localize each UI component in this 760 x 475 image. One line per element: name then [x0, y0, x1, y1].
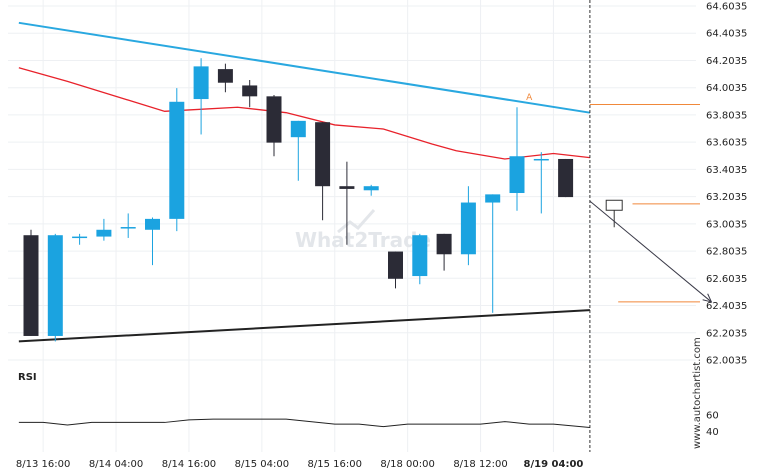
candle — [242, 79, 258, 108]
x-tick-label: 8/14 16:00 — [162, 459, 216, 470]
rsi-line — [18, 418, 590, 428]
candle-body — [436, 233, 452, 255]
y-tick-label: 64.2035 — [706, 56, 747, 67]
candle-body — [533, 158, 549, 161]
candle-body — [72, 236, 88, 239]
candle — [485, 194, 501, 313]
candle — [120, 213, 136, 238]
candle-body — [193, 66, 209, 100]
candle — [363, 184, 379, 196]
candle-body — [558, 158, 574, 198]
candle-body — [217, 69, 233, 83]
y-tick-label: 64.4035 — [706, 29, 747, 40]
candle-body — [23, 235, 39, 336]
projection-arrow-head — [702, 293, 713, 303]
y-tick-label: 63.8035 — [706, 110, 747, 121]
candle — [388, 251, 403, 289]
x-tick-label: 8/19 04:00 — [524, 459, 584, 470]
rsi-tick-label: 60 — [706, 410, 719, 421]
candle-body — [266, 96, 282, 143]
y-tick-label: 63.0035 — [706, 219, 747, 230]
y-tick-label: 62.2035 — [706, 328, 747, 339]
y-axis: 64.6035 64.4035 64.2035 64.0035 63.8035 63.60… — [706, 2, 747, 367]
candle — [23, 229, 39, 336]
candle — [72, 233, 88, 245]
candle — [145, 217, 160, 266]
candle-body — [412, 235, 428, 277]
y-tick-label: 62.8035 — [706, 247, 747, 258]
candle — [266, 94, 282, 157]
y-tick-label: 64.0035 — [706, 83, 747, 94]
candle — [47, 233, 63, 342]
moving-average-line — [18, 67, 590, 160]
projection-arrow-line — [589, 200, 712, 303]
candle-body — [339, 186, 355, 189]
gridlines — [8, 0, 696, 452]
candle — [460, 186, 476, 266]
x-axis: 8/13 16:00 8/14 04:00 8/14 16:00 8/15 04:00… — [16, 459, 583, 470]
candle-body — [388, 251, 403, 279]
candle — [339, 161, 355, 245]
touch-label: A — [526, 93, 533, 103]
candle-body — [145, 218, 160, 230]
y-tick-label: 63.6035 — [706, 138, 747, 149]
candle — [193, 58, 209, 135]
candle-body — [120, 227, 136, 229]
candle — [315, 122, 331, 221]
candle — [169, 88, 185, 232]
candle-body — [509, 156, 525, 194]
candle-body — [47, 235, 63, 336]
rsi-label: RSI — [18, 372, 37, 383]
candle-body — [363, 186, 379, 191]
watermark: What2Trade — [295, 209, 431, 252]
overlay: A — [526, 0, 713, 452]
support-line — [18, 309, 590, 343]
rsi-tick-label: 40 — [706, 427, 719, 438]
candle — [412, 233, 428, 285]
entry-marker-box — [605, 199, 623, 211]
candle-body — [460, 202, 476, 255]
candle — [533, 152, 549, 214]
candle-body — [242, 85, 258, 97]
candle-body — [485, 194, 501, 203]
candle-body — [96, 229, 112, 237]
x-tick-label: 8/14 04:00 — [89, 459, 143, 470]
watermark-text: What2Trade — [295, 228, 431, 252]
candle — [509, 107, 525, 211]
source-side-text: www.autochartist.com — [692, 337, 703, 449]
candle — [436, 233, 452, 271]
candle-body — [290, 120, 306, 138]
candle — [558, 158, 574, 198]
x-tick-label: 8/15 16:00 — [308, 459, 362, 470]
x-tick-label: 8/13 16:00 — [16, 459, 70, 470]
x-tick-label: 8/18 00:00 — [380, 459, 434, 470]
x-tick-label: 8/15 04:00 — [235, 459, 289, 470]
rsi-panel: RSI 60 40 — [18, 372, 719, 438]
y-tick-label: 62.0035 — [706, 356, 747, 367]
y-tick-label: 63.2035 — [706, 192, 747, 203]
candle — [217, 63, 233, 93]
y-tick-label: 64.6035 — [706, 2, 747, 13]
candles — [23, 58, 574, 342]
x-tick-label: 8/18 12:00 — [453, 459, 507, 470]
candle — [96, 218, 112, 241]
y-tick-label: 62.6035 — [706, 274, 747, 285]
resistance-line — [18, 21, 591, 114]
candle-body — [169, 101, 185, 219]
y-tick-label: 63.4035 — [706, 165, 747, 176]
watermark-logo — [337, 209, 376, 234]
candle-body — [315, 122, 331, 187]
y-tick-label: 62.4035 — [706, 301, 747, 312]
candle — [290, 120, 306, 181]
trend-lines — [18, 21, 591, 343]
